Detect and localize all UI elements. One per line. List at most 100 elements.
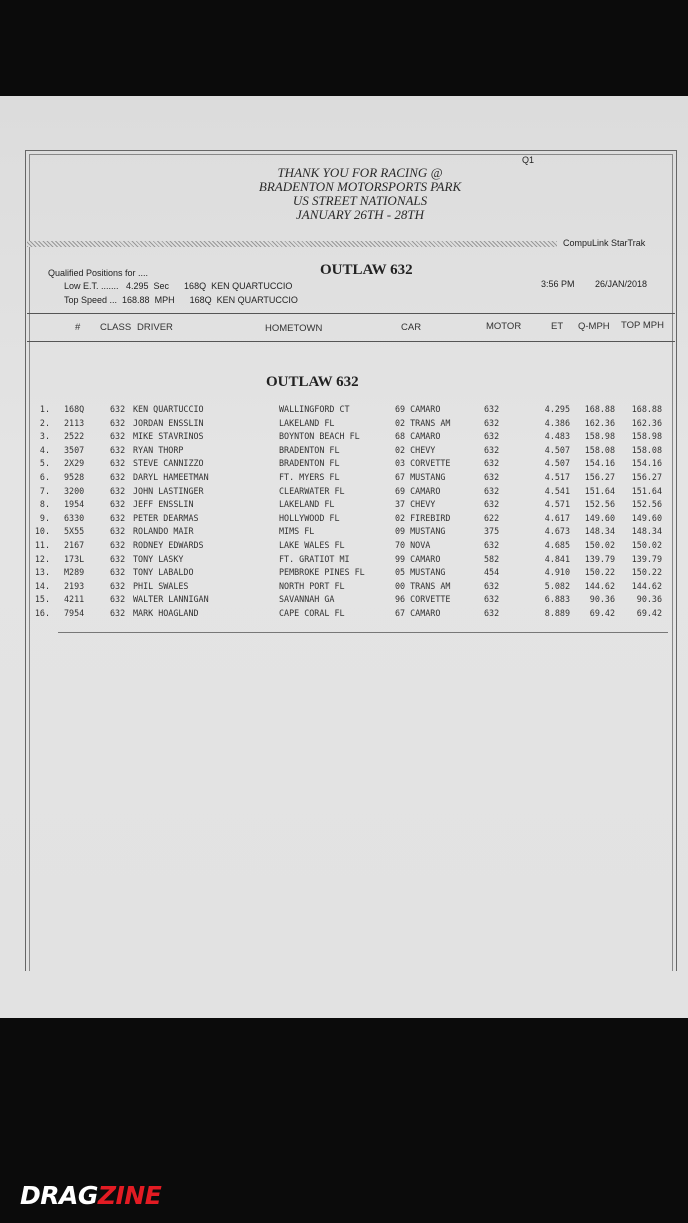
cell-et: 4.685	[544, 540, 570, 550]
cell-position: 16.	[34, 608, 50, 618]
logo-drag: DRAG	[20, 1181, 98, 1210]
cell-et: 4.571	[544, 499, 570, 510]
cell-hometown: LAKELAND FL	[279, 417, 335, 428]
table-end-rule	[58, 632, 668, 633]
cell-driver: RYAN THORP	[133, 444, 184, 455]
cell-et: 4.841	[544, 553, 570, 564]
table-row: 10. 5X55 632 ROLANDO MAIR MIMS FL 09 MUSTANG 3…	[0, 526, 688, 539]
cell-hometown: LAKE WALES FL	[279, 540, 345, 550]
cell-hometown: HOLLYWOOD FL	[279, 512, 340, 523]
cell-car: 02 TRANS AM	[395, 417, 451, 428]
cell-driver: JEFF ENSSLIN	[133, 499, 194, 510]
cell-hometown: LAKELAND FL	[279, 499, 335, 510]
cell-q-mph: 150.22	[584, 567, 615, 578]
cell-position: 2.	[39, 417, 50, 428]
cell-driver: RODNEY EDWARDS	[133, 540, 204, 550]
cell-et: 4.507	[544, 458, 570, 469]
cell-class: 632	[110, 567, 126, 578]
cell-car: 99 CAMARO	[395, 553, 441, 564]
cell-hometown: FT. GRATIOT MI	[279, 553, 350, 564]
col-car: CAR	[401, 322, 422, 333]
cell-class: 632	[110, 608, 126, 618]
cell-top-mph: 158.08	[631, 444, 662, 455]
cell-motor: 632	[484, 431, 500, 442]
cell-motor: 582	[484, 553, 500, 564]
cell-car: 02 CHEVY	[395, 444, 436, 455]
cell-q-mph: 158.98	[584, 431, 615, 442]
table-row: 8. 1954 632 JEFF ENSSLIN LAKELAND FL 37 CHEVY…	[0, 499, 688, 512]
cell-motor: 632	[484, 608, 500, 618]
cell-driver: MARK HOAGLAND	[133, 608, 199, 618]
cell-hometown: NORTH PORT FL	[279, 580, 345, 591]
table-row: 1. 168Q 632 KEN QUARTUCCIO WALLINGFORD CT 69 …	[0, 404, 688, 417]
section-title: OUTLAW 632	[266, 374, 359, 390]
cell-et: 5.082	[544, 580, 570, 591]
cell-class: 632	[110, 580, 126, 591]
col-hometown: HOMETOWN	[265, 323, 323, 334]
cell-car-number: 6330	[64, 512, 85, 523]
low-et-line: Low E.T. ....... 4.295 Sec 168Q KEN QUAR…	[64, 281, 293, 291]
cell-top-mph: 158.98	[631, 431, 662, 442]
cell-motor: 632	[484, 472, 500, 482]
table-row: 2. 2113 632 JORDAN ENSSLIN LAKELAND FL 02 TRA…	[0, 418, 688, 431]
cell-et: 4.673	[544, 526, 570, 537]
title-line-2: BRADENTON MOTORSPORTS PARK	[258, 179, 462, 194]
cell-position: 11.	[34, 540, 50, 550]
cell-et: 4.295	[544, 404, 570, 414]
cell-motor: 622	[484, 512, 500, 523]
table-row: 16. 7954 632 MARK HOAGLAND CAPE CORAL FL 67 C…	[0, 608, 688, 621]
table-row: 4. 3507 632 RYAN THORP BRADENTON FL 02 CHEVY 6…	[0, 445, 688, 458]
qualified-label: Qualified Positions for ....	[48, 268, 149, 278]
cell-car: 02 FIREBIRD	[395, 512, 451, 523]
cell-position: 14.	[34, 580, 50, 591]
cell-hometown: FT. MYERS FL	[279, 472, 340, 482]
col-class: CLASS	[100, 322, 132, 333]
report-date: 26/JAN/2018	[595, 279, 648, 289]
cell-q-mph: 151.64	[584, 485, 615, 496]
header-top-rule	[27, 313, 675, 314]
cell-motor: 632	[484, 540, 500, 550]
table-row: 15. 4211 632 WALTER LANNIGAN SAVANNAH GA 96 C…	[0, 594, 688, 607]
table-row: 7. 3200 632 JOHN LASTINGER CLEARWATER FL 69 C…	[0, 486, 688, 499]
cell-car: 05 MUSTANG	[395, 567, 446, 578]
cell-class: 632	[110, 404, 126, 414]
dragzine-logo: DRAGZINE	[20, 1181, 162, 1210]
cell-top-mph: 150.02	[631, 540, 662, 550]
table-row: 13. M289 632 TONY LABALDO PEMBROKE PINES FL 0…	[0, 567, 688, 580]
cell-motor: 632	[484, 417, 500, 428]
cell-motor: 375	[484, 526, 500, 537]
cell-driver: ROLANDO MAIR	[133, 526, 194, 537]
cell-q-mph: 139.79	[584, 553, 615, 564]
col-motor: MOTOR	[486, 321, 522, 332]
cell-position: 9.	[39, 512, 50, 523]
report-time: 3:56 PM	[541, 279, 575, 289]
cell-car: 69 CAMARO	[395, 404, 441, 414]
cell-position: 15.	[34, 594, 50, 605]
sheet-inner-border	[29, 154, 673, 971]
cell-motor: 632	[484, 404, 500, 414]
cell-hometown: WALLINGFORD CT	[279, 404, 350, 414]
title-line-1: THANK YOU FOR RACING @	[277, 165, 443, 180]
cell-driver: MIKE STAVRINOS	[133, 431, 204, 442]
cell-top-mph: 154.16	[631, 458, 662, 469]
cell-class: 632	[110, 458, 126, 469]
cell-hometown: CLEARWATER FL	[279, 485, 345, 496]
cell-driver: WALTER LANNIGAN	[133, 594, 209, 605]
col-driver: DRIVER	[137, 322, 173, 333]
cell-et: 4.517	[544, 472, 570, 482]
cell-class: 632	[110, 499, 126, 510]
cell-car-number: 2X29	[64, 458, 85, 469]
cell-driver: TONY LABALDO	[133, 567, 194, 578]
cell-car-number: 9528	[64, 472, 85, 482]
col-top-mph: TOP MPH	[621, 320, 664, 331]
logo-zine: ZINE	[97, 1181, 162, 1210]
cell-q-mph: 148.34	[584, 526, 615, 537]
cell-class: 632	[110, 485, 126, 496]
cell-position: 4.	[39, 444, 50, 455]
top-speed-line: Top Speed ... 168.88 MPH 168Q KEN QUARTU…	[64, 295, 298, 305]
cell-motor: 632	[484, 485, 500, 496]
table-row: 5. 2X29 632 STEVE CANNIZZO BRADENTON FL 03 CO…	[0, 458, 688, 471]
cell-q-mph: 152.56	[584, 499, 615, 510]
class-title: OUTLAW 632	[320, 262, 413, 278]
cell-q-mph: 168.88	[584, 404, 615, 414]
